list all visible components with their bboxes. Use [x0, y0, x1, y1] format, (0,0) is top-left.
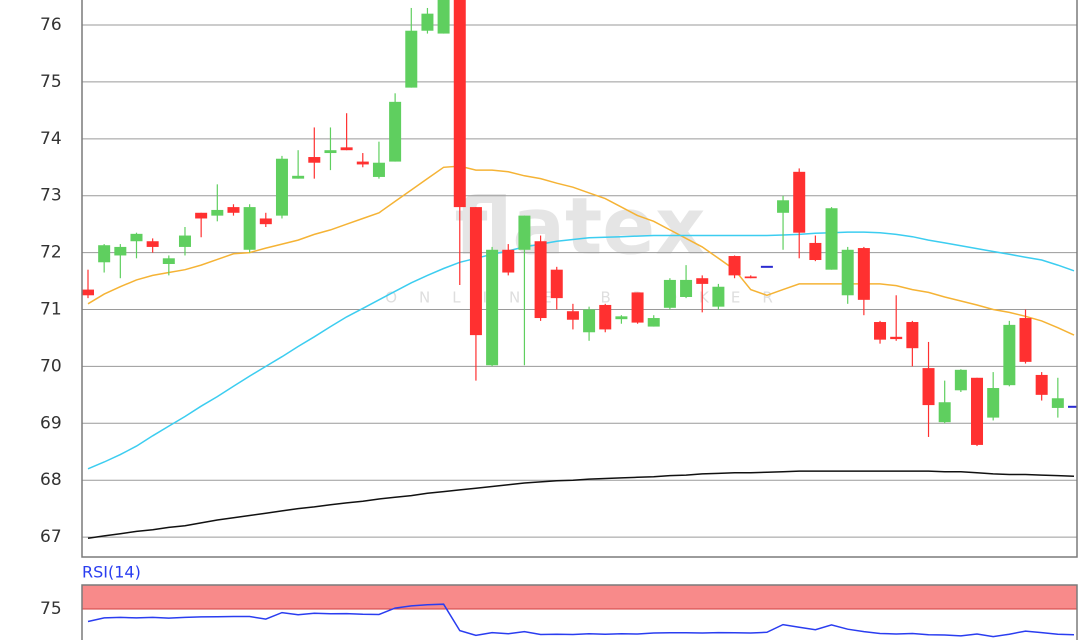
- y-tick-label: 75: [40, 72, 62, 92]
- candle-body: [583, 309, 596, 333]
- watermark-tagline: ONLINE BROKER: [385, 289, 795, 307]
- candle-body: [324, 150, 337, 154]
- candle-body: [146, 241, 159, 247]
- candle-body: [372, 162, 385, 177]
- candle-body: [114, 246, 127, 256]
- candle-body: [1051, 398, 1064, 408]
- candle-body: [809, 242, 822, 261]
- candle-body: [615, 316, 628, 320]
- y-tick-label: 69: [40, 413, 62, 433]
- candle-body: [502, 249, 515, 273]
- candle-body: [987, 388, 1000, 418]
- moving-average: [87, 165, 1075, 336]
- candle-body: [275, 158, 288, 216]
- y-tick-label: 72: [40, 243, 62, 263]
- candle-body: [356, 161, 369, 165]
- candle-body: [890, 336, 903, 340]
- candle-body: [550, 269, 563, 299]
- overbought-band: [82, 585, 1077, 610]
- candle-body: [857, 248, 870, 300]
- y-tick-label: 71: [40, 300, 62, 320]
- candle-body: [259, 218, 272, 225]
- candle-body: [469, 207, 482, 336]
- rsi-frame: [81, 584, 1078, 640]
- candle-body: [777, 200, 790, 213]
- candle-body: [744, 276, 757, 279]
- candle-body: [793, 171, 806, 233]
- candle-body: [728, 256, 741, 276]
- candle-body: [453, 0, 466, 208]
- candle-body: [227, 207, 240, 213]
- candle-body: [486, 249, 499, 366]
- candle-body: [243, 207, 256, 250]
- y-tick-label: 75: [40, 599, 62, 619]
- y-tick-label: 73: [40, 186, 62, 206]
- candle-body: [1035, 374, 1048, 395]
- candle-body: [534, 241, 547, 319]
- y-tick-label: 76: [40, 15, 62, 35]
- main-grid: 67 68 69 70 71 72 73 74 75 76: [40, 15, 1077, 547]
- rsi-title: RSI(14): [82, 563, 141, 582]
- candle-body: [906, 322, 919, 349]
- candle-body: [421, 13, 434, 31]
- candle-body: [389, 101, 402, 162]
- candle-body: [599, 304, 612, 330]
- rsi-line: [87, 603, 1075, 638]
- candle-body: [308, 157, 321, 163]
- candle-body: [971, 377, 984, 445]
- candle-body: [178, 235, 191, 247]
- candle-body: [954, 369, 967, 391]
- candle-body: [437, 0, 450, 34]
- candle-body: [211, 209, 224, 216]
- rsi-panel: [82, 585, 1077, 638]
- candle-body: [292, 175, 305, 179]
- y-tick-label: 74: [40, 129, 62, 149]
- candle-body: [566, 311, 579, 320]
- candle-body: [680, 279, 693, 297]
- moving-average: [87, 231, 1075, 470]
- candle-body: [712, 286, 725, 307]
- watermark: flatex ONLINE BROKER: [385, 182, 795, 307]
- candle-body: [518, 215, 531, 250]
- candle-body: [340, 147, 353, 151]
- candle-body: [647, 318, 660, 327]
- candle-body: [82, 289, 94, 296]
- candle-body: [1019, 318, 1032, 362]
- candle-body: [663, 279, 676, 308]
- candle-body: [1003, 324, 1016, 386]
- candle-body: [841, 249, 854, 296]
- candle-body: [696, 278, 709, 284]
- candle-body: [405, 30, 418, 88]
- candle-body: [195, 212, 208, 219]
- candle-body: [938, 402, 951, 423]
- price-panel: [82, 0, 1077, 539]
- candle-body: [130, 233, 143, 242]
- moving-average: [87, 470, 1075, 539]
- candle-body: [874, 322, 887, 340]
- y-tick-label: 70: [40, 356, 62, 376]
- price-frame: [81, 0, 1078, 558]
- candle-body: [631, 292, 644, 323]
- y-tick-label: 67: [40, 527, 62, 547]
- candle-body: [922, 368, 935, 406]
- candle-body: [825, 208, 838, 270]
- candle-body: [162, 258, 175, 264]
- candle-body: [98, 245, 111, 263]
- y-tick-label: 68: [40, 470, 62, 490]
